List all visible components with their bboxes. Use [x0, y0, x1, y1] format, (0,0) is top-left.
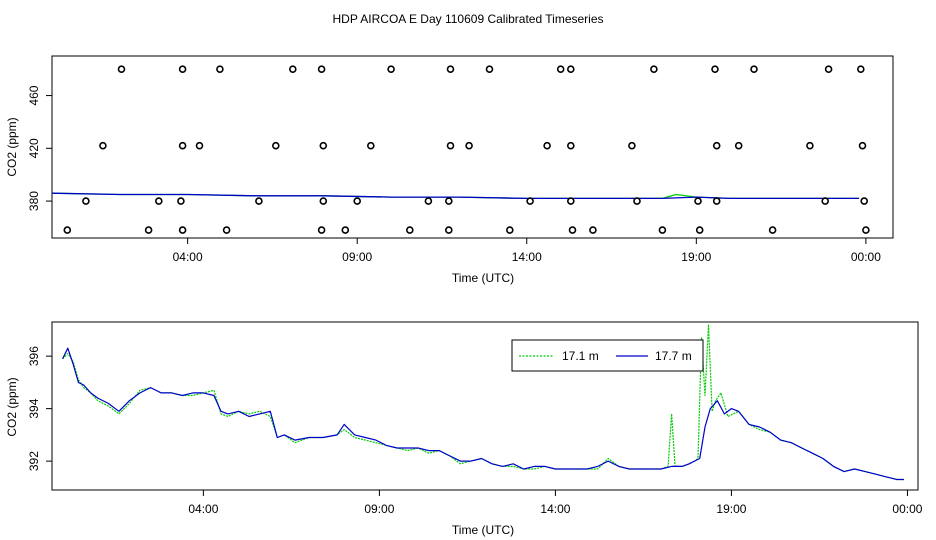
y-tick-label: 396 — [27, 346, 41, 366]
calibration-point — [271, 141, 280, 150]
x-tick-label: 04:00 — [188, 502, 218, 516]
bottom-y-axis: 392 394 396 — [27, 346, 52, 471]
calibration-point — [695, 226, 704, 234]
calibration-point — [505, 226, 514, 234]
series-line-blue — [62, 347, 904, 481]
calibration-point — [178, 65, 187, 73]
calibration-point — [556, 65, 565, 73]
y-tick-label: 394 — [27, 398, 41, 418]
top-x-axis-label: Time (UTC) — [452, 271, 514, 285]
calibration-point — [353, 197, 362, 205]
calibration-point — [650, 65, 658, 73]
x-tick-label: 09:00 — [342, 250, 372, 264]
calibration-point — [658, 226, 667, 234]
calibration-point — [821, 197, 830, 205]
calibration-point — [711, 65, 719, 73]
top-calibration-points — [63, 65, 870, 234]
top-plot-frame — [51, 55, 894, 239]
calibration-point — [633, 197, 641, 205]
calibration-point — [806, 141, 814, 150]
legend: 17.1 m 17.7 m — [511, 339, 704, 372]
y-tick-label: 392 — [27, 451, 41, 471]
calibration-point — [341, 226, 350, 234]
calibration-point — [63, 226, 72, 234]
calibration-point — [824, 65, 833, 73]
calibration-point — [465, 141, 473, 150]
calibration-point — [712, 197, 721, 205]
calibration-point — [444, 226, 453, 234]
calibration-point — [319, 197, 328, 205]
calibration-point — [734, 141, 743, 150]
calibration-point — [424, 197, 433, 205]
calibration-point — [222, 226, 231, 234]
calibration-point — [568, 226, 577, 234]
top-y-axis-label: CO2 (ppm) — [5, 117, 19, 176]
calibration-point — [178, 141, 187, 150]
calibration-point — [319, 141, 328, 150]
calibration-point — [117, 65, 126, 73]
x-tick-label: 14:00 — [540, 502, 570, 516]
x-tick-label: 19:00 — [681, 250, 711, 264]
calibration-point — [216, 65, 224, 73]
series-line-blue — [51, 192, 860, 200]
calibration-point — [856, 65, 865, 73]
calibration-point — [589, 226, 597, 234]
bottom-y-axis-label: CO2 (ppm) — [5, 377, 19, 436]
calibration-point — [628, 141, 636, 150]
calibration-point — [155, 197, 163, 205]
calibration-point — [144, 226, 153, 234]
calibration-point — [860, 197, 869, 205]
calibration-point — [288, 65, 297, 73]
calibration-point — [858, 141, 867, 150]
figure-title: HDP AIRCOA E Day 110609 Calibrated Times… — [332, 12, 603, 26]
bottom-x-axis-label: Time (UTC) — [452, 523, 514, 537]
top-x-axis: 04:00 09:00 14:00 19:00 00:00 — [173, 238, 881, 264]
calibration-point — [566, 65, 575, 73]
x-tick-label: 00:00 — [892, 502, 922, 516]
series-line-green — [62, 324, 904, 481]
legend-label-17-7m: 17.7 m — [655, 349, 692, 363]
calibration-point — [405, 226, 414, 234]
calibration-point — [750, 65, 758, 73]
calibration-point — [768, 226, 777, 234]
y-tick-label: 380 — [27, 191, 41, 211]
calibration-point — [387, 65, 395, 73]
calibration-point — [178, 226, 187, 234]
calibration-point — [543, 141, 551, 150]
calibration-point — [446, 141, 455, 150]
x-tick-label: 04:00 — [173, 250, 203, 264]
y-tick-label: 420 — [27, 138, 41, 158]
calibration-point — [177, 197, 185, 205]
top-y-axis: 380 420 460 — [27, 85, 52, 211]
bottom-x-axis: 04:00 09:00 14:00 19:00 00:00 — [188, 490, 923, 516]
calibration-point — [444, 197, 453, 205]
calibration-point — [255, 197, 263, 205]
calibration-point — [366, 141, 375, 150]
calibration-point — [712, 141, 721, 150]
bottom-series-group — [62, 324, 904, 481]
x-tick-label: 19:00 — [716, 502, 746, 516]
calibration-point — [317, 226, 326, 234]
calibration-point — [694, 197, 702, 205]
calibration-point — [566, 141, 575, 150]
x-tick-label: 14:00 — [512, 250, 542, 264]
top-panel: 04:00 09:00 14:00 19:00 00:00 380 420 460 Time… — [5, 55, 894, 285]
calibration-point — [446, 65, 455, 73]
legend-label-17-1m: 17.1 m — [562, 349, 599, 363]
y-tick-label: 460 — [27, 85, 41, 105]
bottom-plot-frame — [51, 321, 919, 491]
calibration-point — [526, 197, 534, 205]
calibration-point — [317, 65, 326, 73]
x-tick-label: 00:00 — [851, 250, 881, 264]
bottom-panel: 04:00 09:00 14:00 19:00 00:00 392 394 396 Time… — [5, 321, 923, 537]
calibration-point — [99, 141, 107, 150]
calibration-point — [566, 197, 575, 205]
calibration-point — [485, 65, 494, 73]
calibration-point — [195, 141, 204, 150]
x-tick-label: 09:00 — [364, 502, 394, 516]
calibration-point — [82, 197, 90, 205]
top-series-group — [51, 192, 860, 200]
calibration-point — [862, 226, 870, 234]
